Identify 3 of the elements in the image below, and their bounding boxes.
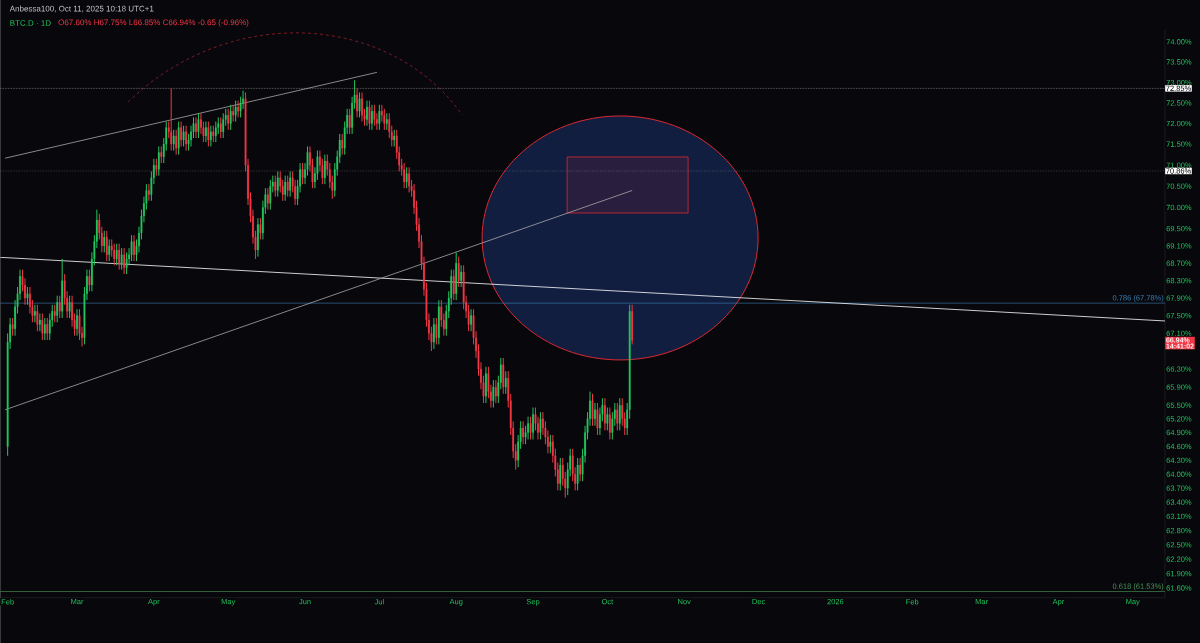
chart-title: Anbessa100, Oct 11, 2025 10:18 UTC+1 [9,5,154,13]
text: O67.60% H67.75% L66.85% C66.94% -0.65 (-0.96%) [58,19,249,27]
chart-subtitle: BTC.D · 1D [10,20,51,26]
